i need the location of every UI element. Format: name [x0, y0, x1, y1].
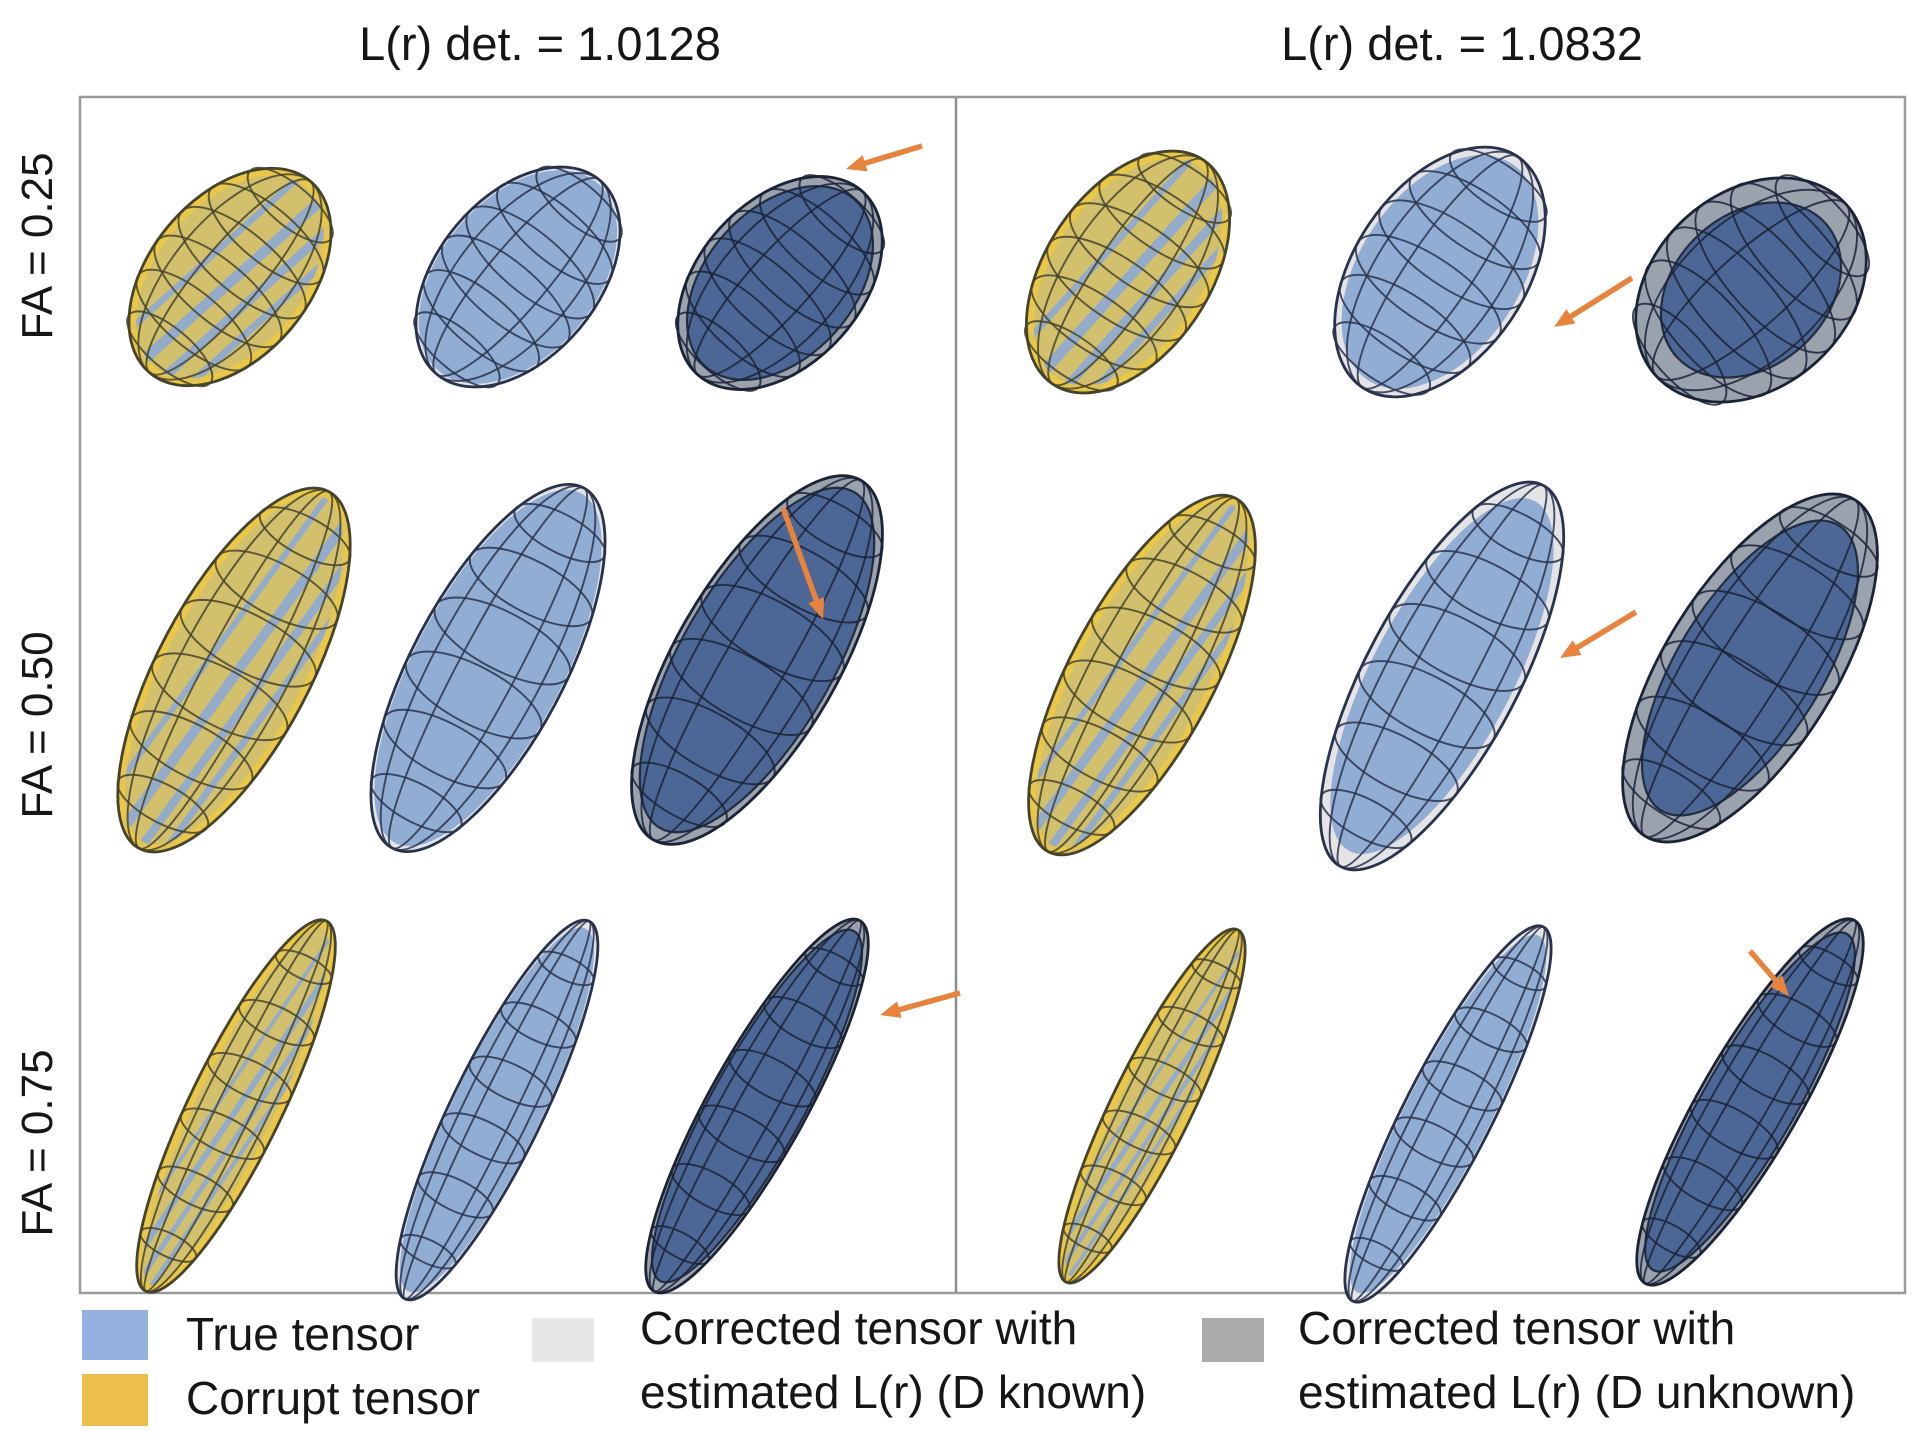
legend-label-true-tensor: True tensor [186, 1308, 420, 1360]
legend-swatch-corrected-d-unknown [1202, 1318, 1264, 1362]
tensor-glyph-corrupt-r1-c1 [1001, 493, 1300, 867]
tensor-glyph-unknown-r0-c1 [1631, 174, 1871, 406]
legend-label-line: Corrected tensor with [640, 1302, 1078, 1354]
legend-label-corrupt-tensor: Corrupt tensor [186, 1372, 481, 1424]
arrow-layer [780, 143, 1789, 1018]
annotation-arrow [1561, 275, 1634, 324]
annotation-arrow [889, 990, 961, 1015]
tensor-glyph-corrupt-r0-c0 [116, 166, 361, 403]
tensor-glyph-unknown-r1-c0 [630, 474, 884, 846]
tensor-glyph-unknown-r2-c1 [1635, 917, 1865, 1287]
tensor-glyph-corrupt-r2-c1 [1030, 927, 1274, 1285]
annotation-arrowhead [880, 1001, 902, 1018]
tensor-glyph-corrupt-r1-c0 [91, 486, 396, 865]
legend-label-line: estimated L(r) (D unknown) [1298, 1366, 1856, 1418]
legend-label-corrected-d-known: Corrected tensor with estimated L(r) (D … [640, 1296, 1146, 1424]
tensor-glyph-known-r1-c1 [1318, 480, 1566, 872]
legend-swatch-corrupt-tensor [82, 1374, 148, 1426]
tensor-glyph-known-r0-c0 [413, 165, 623, 389]
tensor-glyph-corrupt-r2-c0 [105, 918, 368, 1295]
annotation-arrowhead [1769, 975, 1789, 996]
annotation-arrowhead [1560, 640, 1582, 658]
legend-label-corrected-d-unknown: Corrected tensor with estimated L(r) (D … [1298, 1296, 1855, 1424]
annotation-arrow [1567, 609, 1638, 655]
legend-label-line: estimated L(r) (D known) [640, 1366, 1147, 1418]
tensor-glyph-corrupt-r0-c1 [1013, 149, 1262, 412]
column-title-right: L(r) det. = 1.0832 [1281, 17, 1643, 70]
tensor-glyph-known-r1-c0 [369, 483, 607, 853]
column-title-left: L(r) det. = 1.0128 [359, 17, 721, 70]
legend-swatch-corrected-d-known [532, 1318, 594, 1362]
tensor-glyph-known-r2-c0 [394, 918, 600, 1302]
tensor-glyph-known-r0-c1 [1332, 145, 1548, 399]
tensor-glyph-unknown-r0-c0 [674, 174, 886, 392]
tensor-glyph-known-r2-c1 [1343, 924, 1553, 1304]
annotation-arrowhead [1554, 309, 1576, 327]
annotation-arrowhead [808, 597, 825, 619]
annotation-arrowhead [846, 155, 868, 172]
tensor-glyph-unknown-r2-c0 [644, 917, 870, 1295]
figure-frame [78, 95, 1907, 1295]
annotation-arrow [780, 507, 822, 610]
glyph-layer [91, 145, 1879, 1304]
legend-label-line: Corrected tensor with [1298, 1302, 1736, 1354]
annotation-arrow [855, 143, 923, 169]
legend-swatch-true-tensor [82, 1310, 148, 1360]
tensor-glyph-unknown-r1-c1 [1621, 492, 1879, 844]
